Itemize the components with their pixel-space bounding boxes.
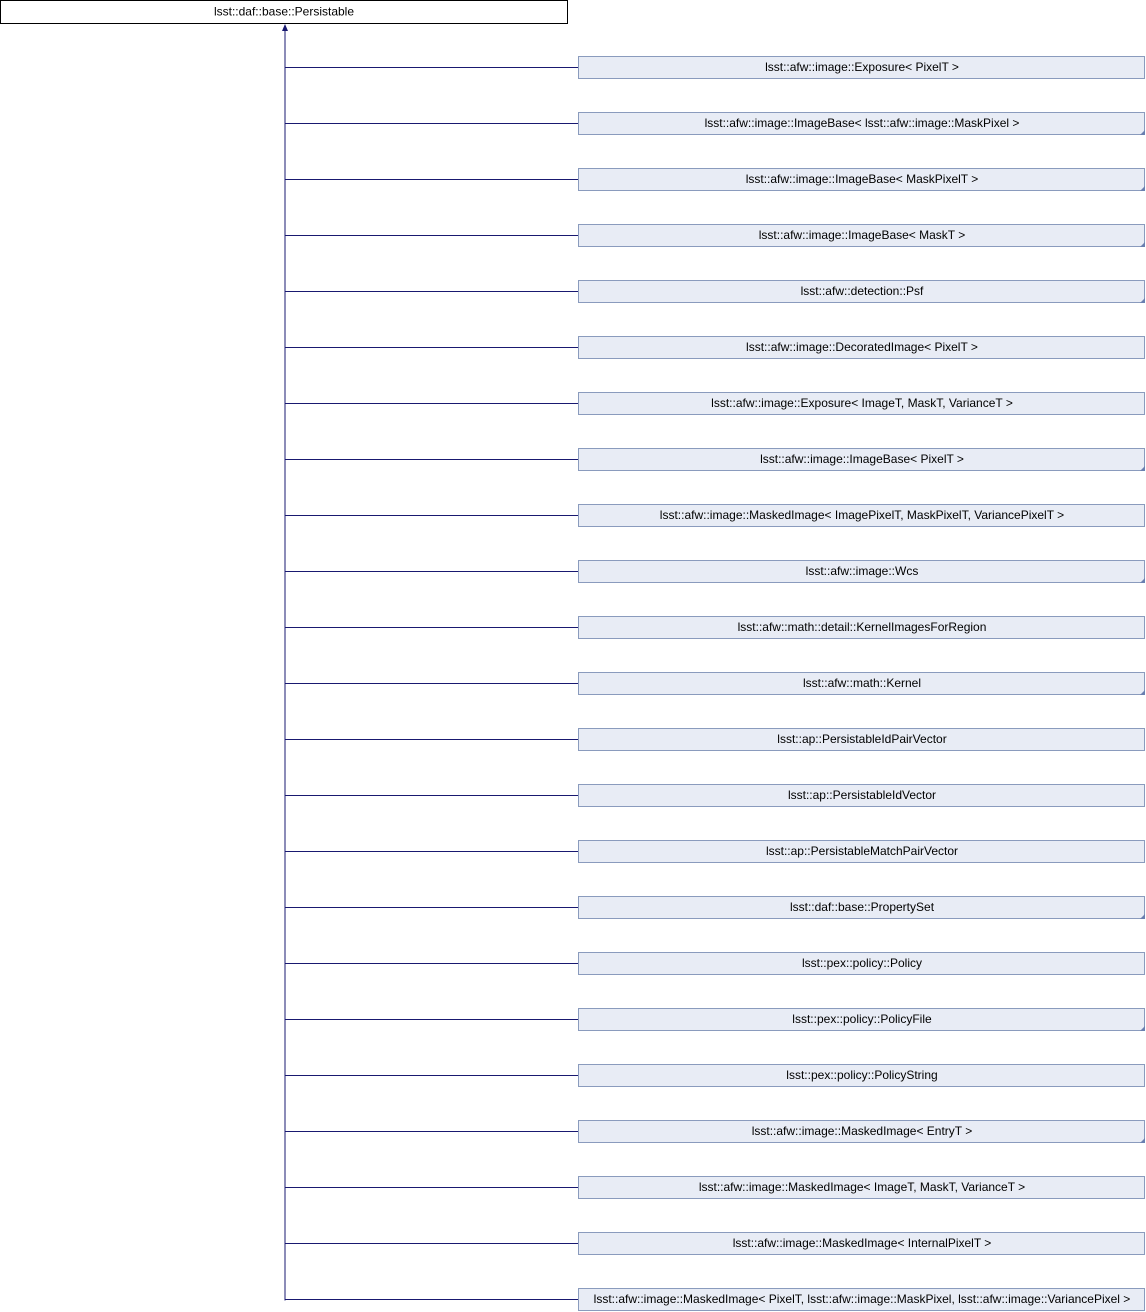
class-label: lsst::pex::policy::PolicyFile	[792, 1012, 932, 1026]
subclass-marker	[1140, 466, 1145, 471]
arrow-head	[282, 24, 288, 31]
class-label: lsst::ap::PersistableMatchPairVector	[766, 844, 958, 858]
class-label: lsst::pex::policy::Policy	[802, 956, 922, 970]
class-label: lsst::afw::image::MaskedImage< EntryT >	[752, 1124, 973, 1138]
class-label: lsst::ap::PersistableIdVector	[788, 788, 936, 802]
class-label: lsst::afw::image::ImageBase< PixelT >	[760, 452, 964, 466]
subclass-marker	[1140, 130, 1145, 135]
class-box	[578, 1176, 1145, 1199]
class-label: lsst::afw::image::MaskedImage< ImageT, M…	[699, 1180, 1025, 1194]
subclass-marker	[1140, 186, 1145, 191]
class-box	[578, 224, 1145, 247]
class-label: lsst::afw::detection::Psf	[801, 284, 924, 298]
root-label: lsst::daf::base::Persistable	[214, 5, 354, 19]
subclass-marker	[1140, 1138, 1145, 1143]
class-box	[578, 672, 1145, 695]
class-box	[578, 112, 1145, 135]
class-box	[578, 616, 1145, 639]
class-label: lsst::afw::image::ImageBase< lsst::afw::…	[705, 116, 1020, 130]
class-label: lsst::afw::image::MaskedImage< InternalP…	[733, 1236, 992, 1250]
class-label: lsst::afw::image::Exposure< PixelT >	[765, 60, 959, 74]
class-box	[578, 504, 1145, 527]
class-box	[578, 840, 1145, 863]
class-label: lsst::daf::base::PropertySet	[790, 900, 935, 914]
class-label: lsst::afw::image::MaskedImage< PixelT, l…	[594, 1292, 1131, 1306]
class-label: lsst::afw::image::DecoratedImage< PixelT…	[746, 340, 978, 354]
class-label: lsst::afw::image::Exposure< ImageT, Mask…	[711, 396, 1013, 410]
subclass-marker	[1140, 578, 1145, 583]
class-box	[578, 896, 1145, 919]
class-box	[578, 56, 1145, 79]
class-label: lsst::afw::image::Wcs	[806, 564, 919, 578]
root-box	[0, 0, 568, 24]
class-label: lsst::pex::policy::PolicyString	[786, 1068, 937, 1082]
subclass-marker	[1140, 914, 1145, 919]
class-label: lsst::afw::math::detail::KernelImagesFor…	[738, 620, 987, 634]
class-box	[578, 168, 1145, 191]
class-box	[578, 728, 1145, 751]
class-label: lsst::afw::image::MaskedImage< ImagePixe…	[660, 508, 1064, 522]
class-label: lsst::afw::image::ImageBase< MaskPixelT …	[746, 172, 979, 186]
subclass-marker	[1140, 242, 1145, 247]
class-box	[578, 336, 1145, 359]
class-box	[578, 1288, 1145, 1311]
subclass-marker	[1140, 1026, 1145, 1031]
class-box	[578, 1064, 1145, 1087]
subclass-marker	[1140, 690, 1145, 695]
class-box	[578, 560, 1145, 583]
class-box	[578, 448, 1145, 471]
class-label: lsst::ap::PersistableIdPairVector	[777, 732, 946, 746]
class-box	[578, 784, 1145, 807]
class-box	[578, 1120, 1145, 1143]
class-box	[578, 1232, 1145, 1255]
class-box	[578, 392, 1145, 415]
class-box	[578, 952, 1145, 975]
subclass-marker	[1140, 298, 1145, 303]
class-box	[578, 280, 1145, 303]
class-label: lsst::afw::image::ImageBase< MaskT >	[759, 228, 966, 242]
class-label: lsst::afw::math::Kernel	[803, 676, 921, 690]
class-box	[578, 1008, 1145, 1031]
